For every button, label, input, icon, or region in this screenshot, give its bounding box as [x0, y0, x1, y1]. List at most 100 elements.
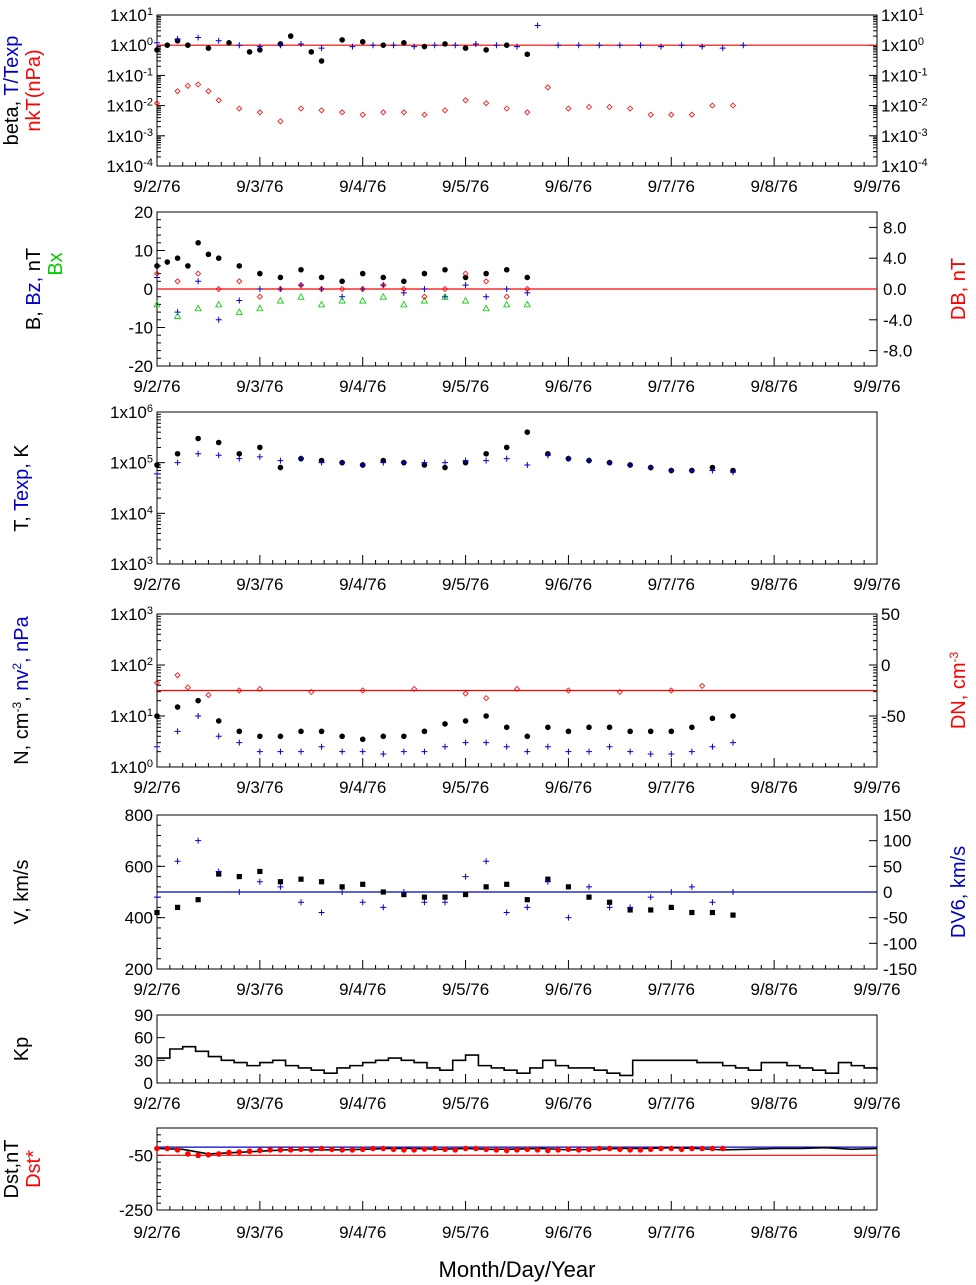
- panel-beta-t-texp-point: [493, 42, 500, 49]
- panel-n-nv2-point: [688, 748, 695, 755]
- panel-v-v-point: [504, 881, 510, 887]
- panel-v-dv6-point: [524, 904, 531, 911]
- panel-b-bx-point: [420, 296, 429, 304]
- panel-b-b-point: [154, 263, 160, 269]
- panel-v-x-tick-label: 9/8/76: [751, 980, 798, 999]
- panel-beta-nkt-npa--point: [215, 97, 222, 104]
- panel-n-nv2-point: [462, 739, 469, 746]
- panel-v-x-tick-label: 9/3/76: [236, 980, 283, 999]
- panel-dst-dst--point: [596, 1145, 603, 1152]
- panel-v-dv6-point: [565, 914, 572, 921]
- panel-beta-nkt-npa--point: [380, 109, 387, 116]
- panel-t-ylabel: T, Texp, K: [11, 444, 33, 532]
- panel-b-b-point: [503, 266, 510, 273]
- panel-n-dn-point: [699, 682, 706, 689]
- panel-beta-y2-tick-label: 1x10-4: [881, 157, 928, 176]
- panel-beta-t-texp-point: [699, 43, 706, 50]
- panel-b-b-point: [442, 266, 448, 273]
- panel-v-v-point: [277, 879, 284, 885]
- panel-n-nv2-point: [730, 739, 736, 746]
- panel-beta-nkt-npa--point: [606, 103, 613, 111]
- panel-n-n-point: [503, 724, 510, 731]
- panel-t-texp-point: [730, 469, 736, 476]
- panel-b-b-point: [205, 251, 212, 258]
- panel-b-b-point: [195, 240, 201, 246]
- panel-beta-t-texp-point: [575, 42, 582, 49]
- panel-beta-t-texp-point: [514, 43, 520, 50]
- panel-n-y-tick-label: 1x103: [110, 605, 153, 624]
- panel-t-t-point: [503, 444, 510, 451]
- panel-beta-nkt-npa--point: [503, 105, 510, 112]
- panel-beta-x-tick-label: 9/4/76: [339, 177, 386, 196]
- panel-dst-dst--point: [349, 1147, 356, 1153]
- panel-beta-beta-point: [483, 47, 489, 53]
- panel-beta-y2-tick-label: 1x10-2: [881, 97, 928, 116]
- panel-t-x-tick-label: 9/8/76: [751, 575, 798, 594]
- panel-beta-t-texp-point: [298, 40, 304, 47]
- panel-b-bx-point: [235, 308, 243, 315]
- panel-b-db-point: [421, 293, 428, 300]
- panel-beta-y2-tick-label-exp: -1: [918, 66, 928, 78]
- panel-beta-t-texp-point: [534, 22, 541, 29]
- panel-b-y2-tick-label: -4.0: [883, 311, 912, 330]
- panel-n-ylabel-right: DN, cm-3: [947, 652, 970, 730]
- panel-dst-dst--point: [452, 1147, 459, 1153]
- panel-v-x-tick-label: 9/9/76: [853, 980, 900, 999]
- panel-dst-ylabel2: Dst*: [23, 1150, 45, 1188]
- panel-beta-nkt-npa--point: [174, 88, 181, 95]
- panel-dst-dst--point: [246, 1148, 253, 1155]
- panel-b-b-point: [174, 255, 181, 261]
- panel-dst-y-tick-label: -250: [119, 1201, 153, 1220]
- panel-beta-beta-point: [442, 41, 448, 47]
- panel-t-texp-point: [359, 461, 366, 468]
- panel-t-y-tick-label-base: 1x10: [110, 454, 147, 473]
- panel-n-n-point: [689, 724, 695, 731]
- panel-v-v-point: [360, 881, 366, 887]
- panel-dst-dst--point: [298, 1146, 304, 1153]
- panel-beta-t-texp-point: [678, 42, 685, 49]
- panel-n-x-tick-label: 9/4/76: [339, 778, 386, 797]
- panel-v-v-point: [565, 884, 572, 890]
- panel-b-y2-tick-label: 0.0: [883, 280, 907, 299]
- panel-dst-dst--point: [215, 1151, 222, 1157]
- panel-beta-y-tick-label: 1x10-4: [106, 157, 153, 176]
- panel-n-n-point: [401, 733, 407, 740]
- panel-v-v-point: [257, 868, 263, 875]
- panel-kp-y-tick-label: 90: [134, 1006, 153, 1025]
- panel-n-dn-point: [411, 685, 418, 693]
- panel-b-db-point: [277, 285, 284, 293]
- panel-dst-dst--point: [411, 1147, 417, 1153]
- panel-dst-dst--point: [493, 1147, 500, 1153]
- panel-b-b-point: [277, 274, 284, 281]
- panel-t-x-tick-label: 9/4/76: [339, 575, 386, 594]
- panel-n-nv2-point: [524, 748, 531, 755]
- panel-b-b-point: [401, 278, 407, 285]
- panel-b-bz-point: [256, 286, 263, 292]
- panel-v-v-point: [421, 894, 428, 900]
- panel-beta-beta-point: [359, 38, 366, 45]
- panel-dst-dst--point: [401, 1147, 407, 1153]
- panel-v-v-point: [462, 891, 469, 898]
- panel-beta-x-tick-label: 9/8/76: [751, 177, 798, 196]
- panel-v-v-point: [174, 904, 181, 910]
- panel-dst-dst--point: [637, 1147, 644, 1153]
- panel-n-nv2-point: [503, 743, 510, 750]
- panel-n-nv2-point: [195, 713, 202, 719]
- panel-beta-y-tick-label-exp: 0: [147, 36, 153, 48]
- panel-beta-frame: [156, 14, 878, 167]
- panel-b-bx-point: [400, 300, 408, 308]
- panel-dst-dst--point: [586, 1146, 592, 1153]
- panel-beta-nkt-npa--point: [195, 81, 202, 88]
- panel-dst-dst--point: [154, 1145, 160, 1152]
- panel-n-n-point: [318, 728, 325, 735]
- panel-n-y-tick-label-base: 1x10: [110, 758, 147, 777]
- panel-t-ylabel-part: T,: [11, 511, 33, 532]
- panel-v-v-point: [483, 884, 489, 890]
- panel-v-v-point: [195, 897, 201, 903]
- panel-beta-y-tick-label: 1x101: [110, 6, 153, 25]
- panel-b-b-point: [298, 266, 304, 273]
- panel-n-y-tick-label-exp: 0: [147, 758, 153, 770]
- panel-dst-frame: [156, 1127, 878, 1211]
- panel-beta-beta-point: [524, 51, 531, 58]
- panel-n-nv2-point: [606, 743, 613, 750]
